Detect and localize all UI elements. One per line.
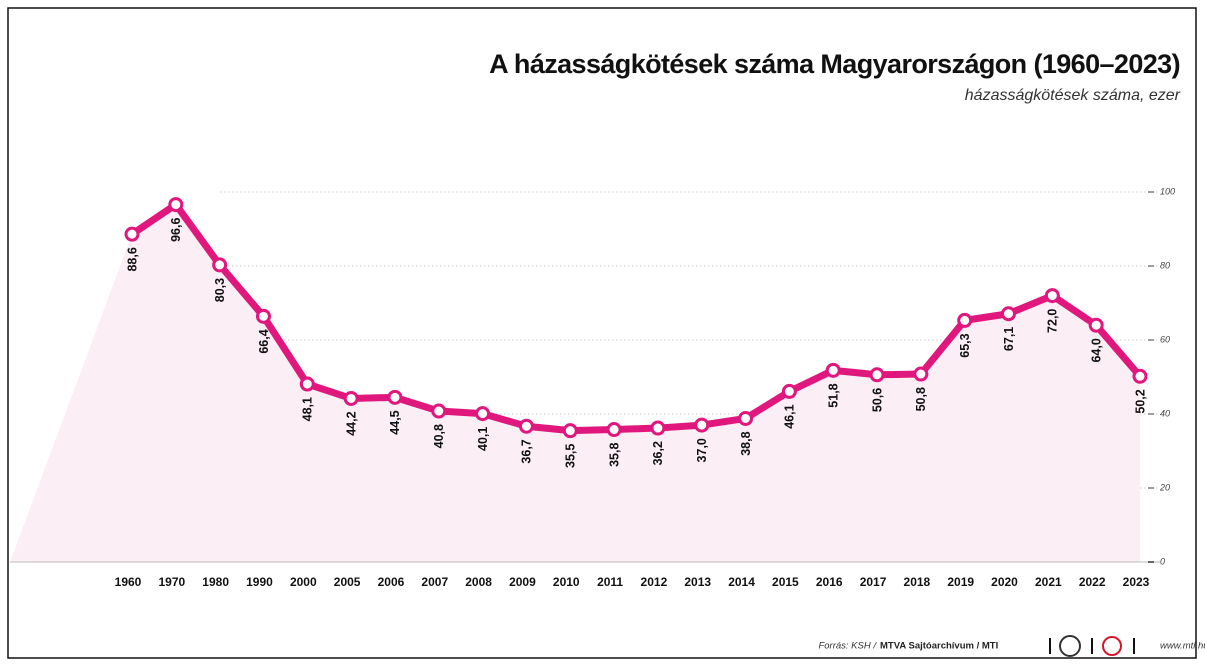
point xyxy=(1003,308,1015,320)
value-label: 88,6 xyxy=(125,247,139,271)
value-label: 80,3 xyxy=(213,278,227,302)
point xyxy=(345,392,357,404)
x-tick-label: 2015 xyxy=(772,575,799,589)
y-tick-label: 100 xyxy=(1160,186,1175,196)
chart: A házasságkötések száma Magyarországon (… xyxy=(0,0,1205,664)
point xyxy=(652,422,664,434)
y-tick-label: 80 xyxy=(1160,260,1170,270)
point xyxy=(214,259,226,271)
chart-title: A házasságkötések száma Magyarországon (… xyxy=(489,49,1180,79)
point xyxy=(257,310,269,322)
point xyxy=(827,364,839,376)
value-label: 67,1 xyxy=(1002,327,1016,351)
value-label: 50,6 xyxy=(870,388,884,412)
x-tick-label: 1980 xyxy=(202,575,229,589)
point xyxy=(1134,370,1146,382)
x-tick-label: 2019 xyxy=(947,575,974,589)
value-label: 48,1 xyxy=(301,397,315,421)
x-tick-label: 2020 xyxy=(991,575,1018,589)
value-label: 64,0 xyxy=(1089,338,1103,362)
point xyxy=(1090,319,1102,331)
x-tick-label: 2014 xyxy=(728,575,755,589)
point xyxy=(389,391,401,403)
point xyxy=(740,412,752,424)
point xyxy=(477,408,489,420)
point xyxy=(1046,290,1058,302)
value-label: 40,1 xyxy=(476,427,490,451)
value-label: 46,1 xyxy=(783,404,797,428)
y-tick-label: 40 xyxy=(1160,408,1170,418)
x-tick-label: 2016 xyxy=(816,575,843,589)
value-label: 44,2 xyxy=(344,411,358,435)
value-label: 35,8 xyxy=(607,443,621,467)
source-bold: MTVA Sajtóarchívum / MTI xyxy=(880,641,998,652)
value-label: 37,0 xyxy=(695,438,709,462)
point xyxy=(608,424,620,436)
value-label: 40,8 xyxy=(432,424,446,448)
point xyxy=(170,199,182,211)
x-tick-label: 2013 xyxy=(684,575,711,589)
x-tick-label: 2017 xyxy=(860,575,887,589)
x-tick-label: 2021 xyxy=(1035,575,1062,589)
point xyxy=(301,378,313,390)
x-tick-label: 2005 xyxy=(334,575,361,589)
y-tick-label: 60 xyxy=(1160,334,1170,344)
footer: Forrás: KSH / MTVA Sajtóarchívum / MTI w… xyxy=(818,636,1205,656)
x-tick-label: 2010 xyxy=(553,575,580,589)
x-tick-label: 1970 xyxy=(158,575,185,589)
x-tick-label: 2009 xyxy=(509,575,536,589)
x-tick-label: 2006 xyxy=(378,575,405,589)
x-tick-label: 2007 xyxy=(421,575,448,589)
point xyxy=(959,314,971,326)
value-label: 50,2 xyxy=(1133,389,1147,413)
logo xyxy=(1060,636,1080,656)
value-label: 72,0 xyxy=(1046,309,1060,333)
x-tick-label: 2012 xyxy=(641,575,668,589)
x-tick-label: 2011 xyxy=(597,575,623,589)
value-label: 35,5 xyxy=(564,444,578,468)
source-prefix: Forrás: KSH / xyxy=(818,641,877,652)
point xyxy=(564,425,576,437)
x-tick-label: 2008 xyxy=(465,575,492,589)
area-fill xyxy=(10,205,1140,562)
point xyxy=(520,420,532,432)
y-tick-label: 0 xyxy=(1160,556,1165,566)
x-tick-label: 1990 xyxy=(246,575,273,589)
x-tick-label: 2018 xyxy=(904,575,931,589)
value-label: 38,8 xyxy=(739,431,753,455)
value-label: 96,6 xyxy=(169,218,183,242)
x-tick-label: 2023 xyxy=(1123,575,1150,589)
chart-subtitle: házasságkötések száma, ezer xyxy=(965,87,1181,104)
value-label: 44,5 xyxy=(388,410,402,434)
value-label: 36,2 xyxy=(651,441,665,465)
point xyxy=(126,228,138,240)
logo xyxy=(1103,637,1121,655)
value-label: 65,3 xyxy=(958,333,972,357)
point xyxy=(783,385,795,397)
x-tick-label: 1960 xyxy=(115,575,142,589)
value-label: 51,8 xyxy=(827,383,841,407)
value-label: 66,4 xyxy=(257,329,271,353)
x-tick-label: 2000 xyxy=(290,575,317,589)
point xyxy=(915,368,927,380)
point xyxy=(871,369,883,381)
y-tick-label: 20 xyxy=(1159,482,1170,492)
point xyxy=(433,405,445,417)
point xyxy=(696,419,708,431)
x-tick-label: 2022 xyxy=(1079,575,1106,589)
value-label: 36,7 xyxy=(520,439,534,463)
value-label: 50,8 xyxy=(914,387,928,411)
website: www.mti.hu xyxy=(1160,641,1205,652)
